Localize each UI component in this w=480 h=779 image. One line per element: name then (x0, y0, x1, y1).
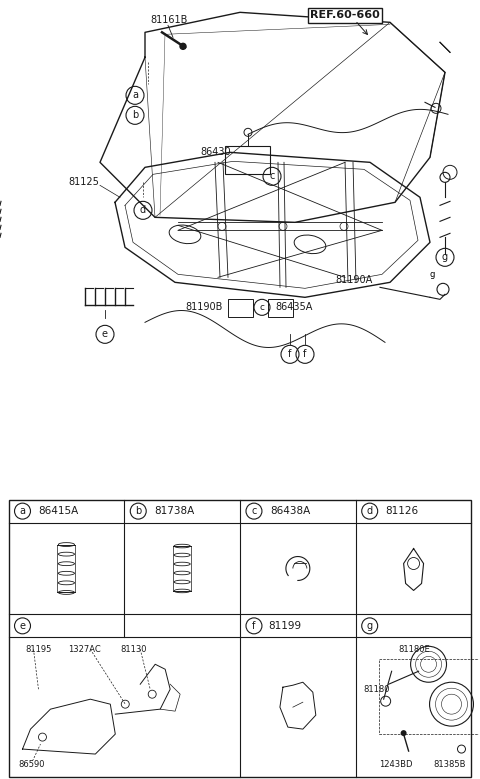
Text: 81180: 81180 (364, 685, 390, 694)
Text: 81125: 81125 (68, 178, 99, 187)
Text: 86430: 86430 (200, 147, 230, 157)
Bar (379, 659, 480, 734)
Circle shape (401, 730, 407, 736)
Text: REF.60-660: REF.60-660 (310, 10, 380, 20)
Text: 81161B: 81161B (150, 16, 187, 26)
Text: d: d (140, 206, 146, 215)
Text: c: c (251, 506, 257, 516)
Text: 81190A: 81190A (335, 275, 372, 285)
Text: b: b (132, 111, 138, 120)
Text: 81195: 81195 (25, 645, 52, 654)
Text: f: f (288, 349, 292, 359)
Text: f: f (252, 621, 256, 631)
Text: 81385B: 81385B (433, 760, 466, 769)
Text: 1243BD: 1243BD (379, 760, 412, 769)
Text: g: g (442, 252, 448, 263)
Text: 81199: 81199 (268, 621, 301, 631)
Text: d: d (367, 506, 373, 516)
Text: 81180E: 81180E (398, 645, 431, 654)
Bar (225, 146, 270, 174)
Bar (268, 299, 293, 317)
Text: b: b (135, 506, 142, 516)
Text: c: c (269, 171, 275, 182)
Text: 81126: 81126 (385, 506, 419, 516)
Text: f: f (303, 349, 307, 359)
Text: 86415A: 86415A (38, 506, 79, 516)
Text: e: e (102, 330, 108, 340)
Text: a: a (132, 90, 138, 100)
Text: g: g (367, 621, 373, 631)
Text: g: g (429, 270, 435, 279)
Text: a: a (20, 506, 25, 516)
Circle shape (180, 44, 186, 49)
Text: c: c (260, 303, 264, 312)
Text: 86590: 86590 (19, 760, 45, 769)
Text: 86438A: 86438A (270, 506, 310, 516)
Text: 81130: 81130 (120, 645, 147, 654)
Text: 1327AC: 1327AC (69, 645, 101, 654)
Bar (228, 299, 253, 317)
Text: 81190B: 81190B (185, 302, 222, 312)
Text: e: e (20, 621, 25, 631)
Text: 86435A: 86435A (275, 302, 312, 312)
Text: 81738A: 81738A (154, 506, 194, 516)
